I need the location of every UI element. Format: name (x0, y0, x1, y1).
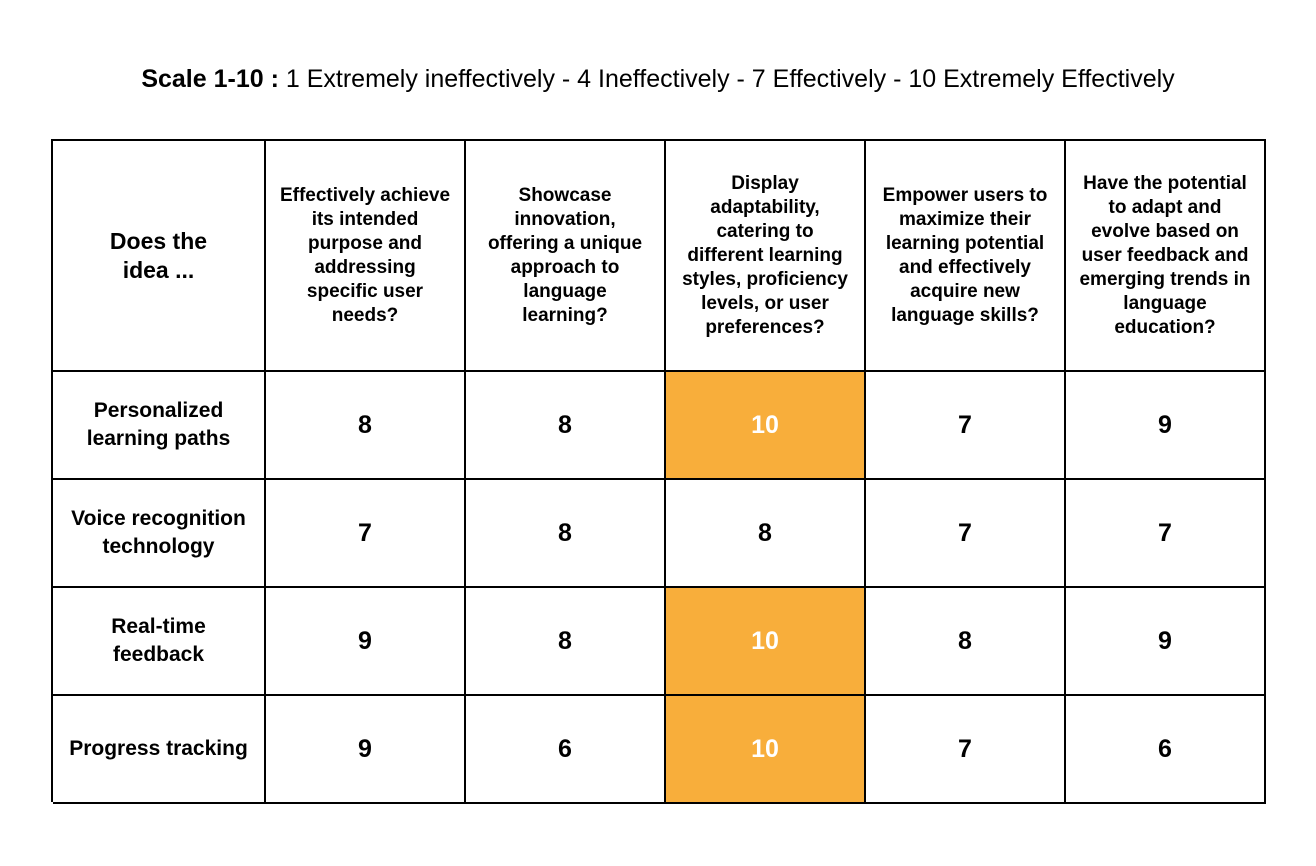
column-header-innovation: Showcase innovation, offering a unique a… (466, 141, 666, 372)
score-cell: 8 (266, 372, 466, 480)
score-cell-highlighted: 10 (666, 696, 866, 804)
scale-text: 1 Extremely ineffectively - 4 Ineffectiv… (285, 65, 1175, 93)
score-cell: 7 (866, 696, 1066, 804)
corner-header: Does the idea ... (53, 141, 266, 372)
score-cell: 8 (666, 480, 866, 588)
column-header-evolution: Have the potential to adapt and evolve b… (1066, 141, 1266, 372)
evaluation-table: Does the idea ... Effectively achieve it… (51, 139, 1266, 804)
score-cell: 6 (1066, 696, 1266, 804)
score-cell: 9 (1066, 372, 1266, 480)
score-cell: 6 (466, 696, 666, 804)
score-cell: 9 (266, 696, 466, 804)
score-cell-highlighted: 10 (666, 372, 866, 480)
row-header-real-time-feedback: Real-time feedback (53, 588, 266, 696)
score-cell: 8 (466, 588, 666, 696)
score-cell: 7 (866, 372, 1066, 480)
score-cell: 9 (1066, 588, 1266, 696)
score-cell: 9 (266, 588, 466, 696)
scale-legend: Scale 1-10 : 1 Extremely ineffectively -… (0, 60, 1316, 98)
row-header-progress-tracking: Progress tracking (53, 696, 266, 804)
score-cell: 7 (866, 480, 1066, 588)
scale-prefix: Scale 1-10 : (141, 65, 279, 93)
column-header-adaptability: Display adaptability, catering to differ… (666, 141, 866, 372)
score-cell: 7 (266, 480, 466, 588)
row-header-voice-recognition-technology: Voice recognition technology (53, 480, 266, 588)
score-cell: 8 (866, 588, 1066, 696)
column-header-empowerment: Empower users to maximize their learning… (866, 141, 1066, 372)
row-header-personalized-learning-paths: Personalized learning paths (53, 372, 266, 480)
score-cell: 8 (466, 372, 666, 480)
score-cell-highlighted: 10 (666, 588, 866, 696)
score-cell: 8 (466, 480, 666, 588)
column-header-purpose: Effectively achieve its intended purpose… (266, 141, 466, 372)
score-cell: 7 (1066, 480, 1266, 588)
